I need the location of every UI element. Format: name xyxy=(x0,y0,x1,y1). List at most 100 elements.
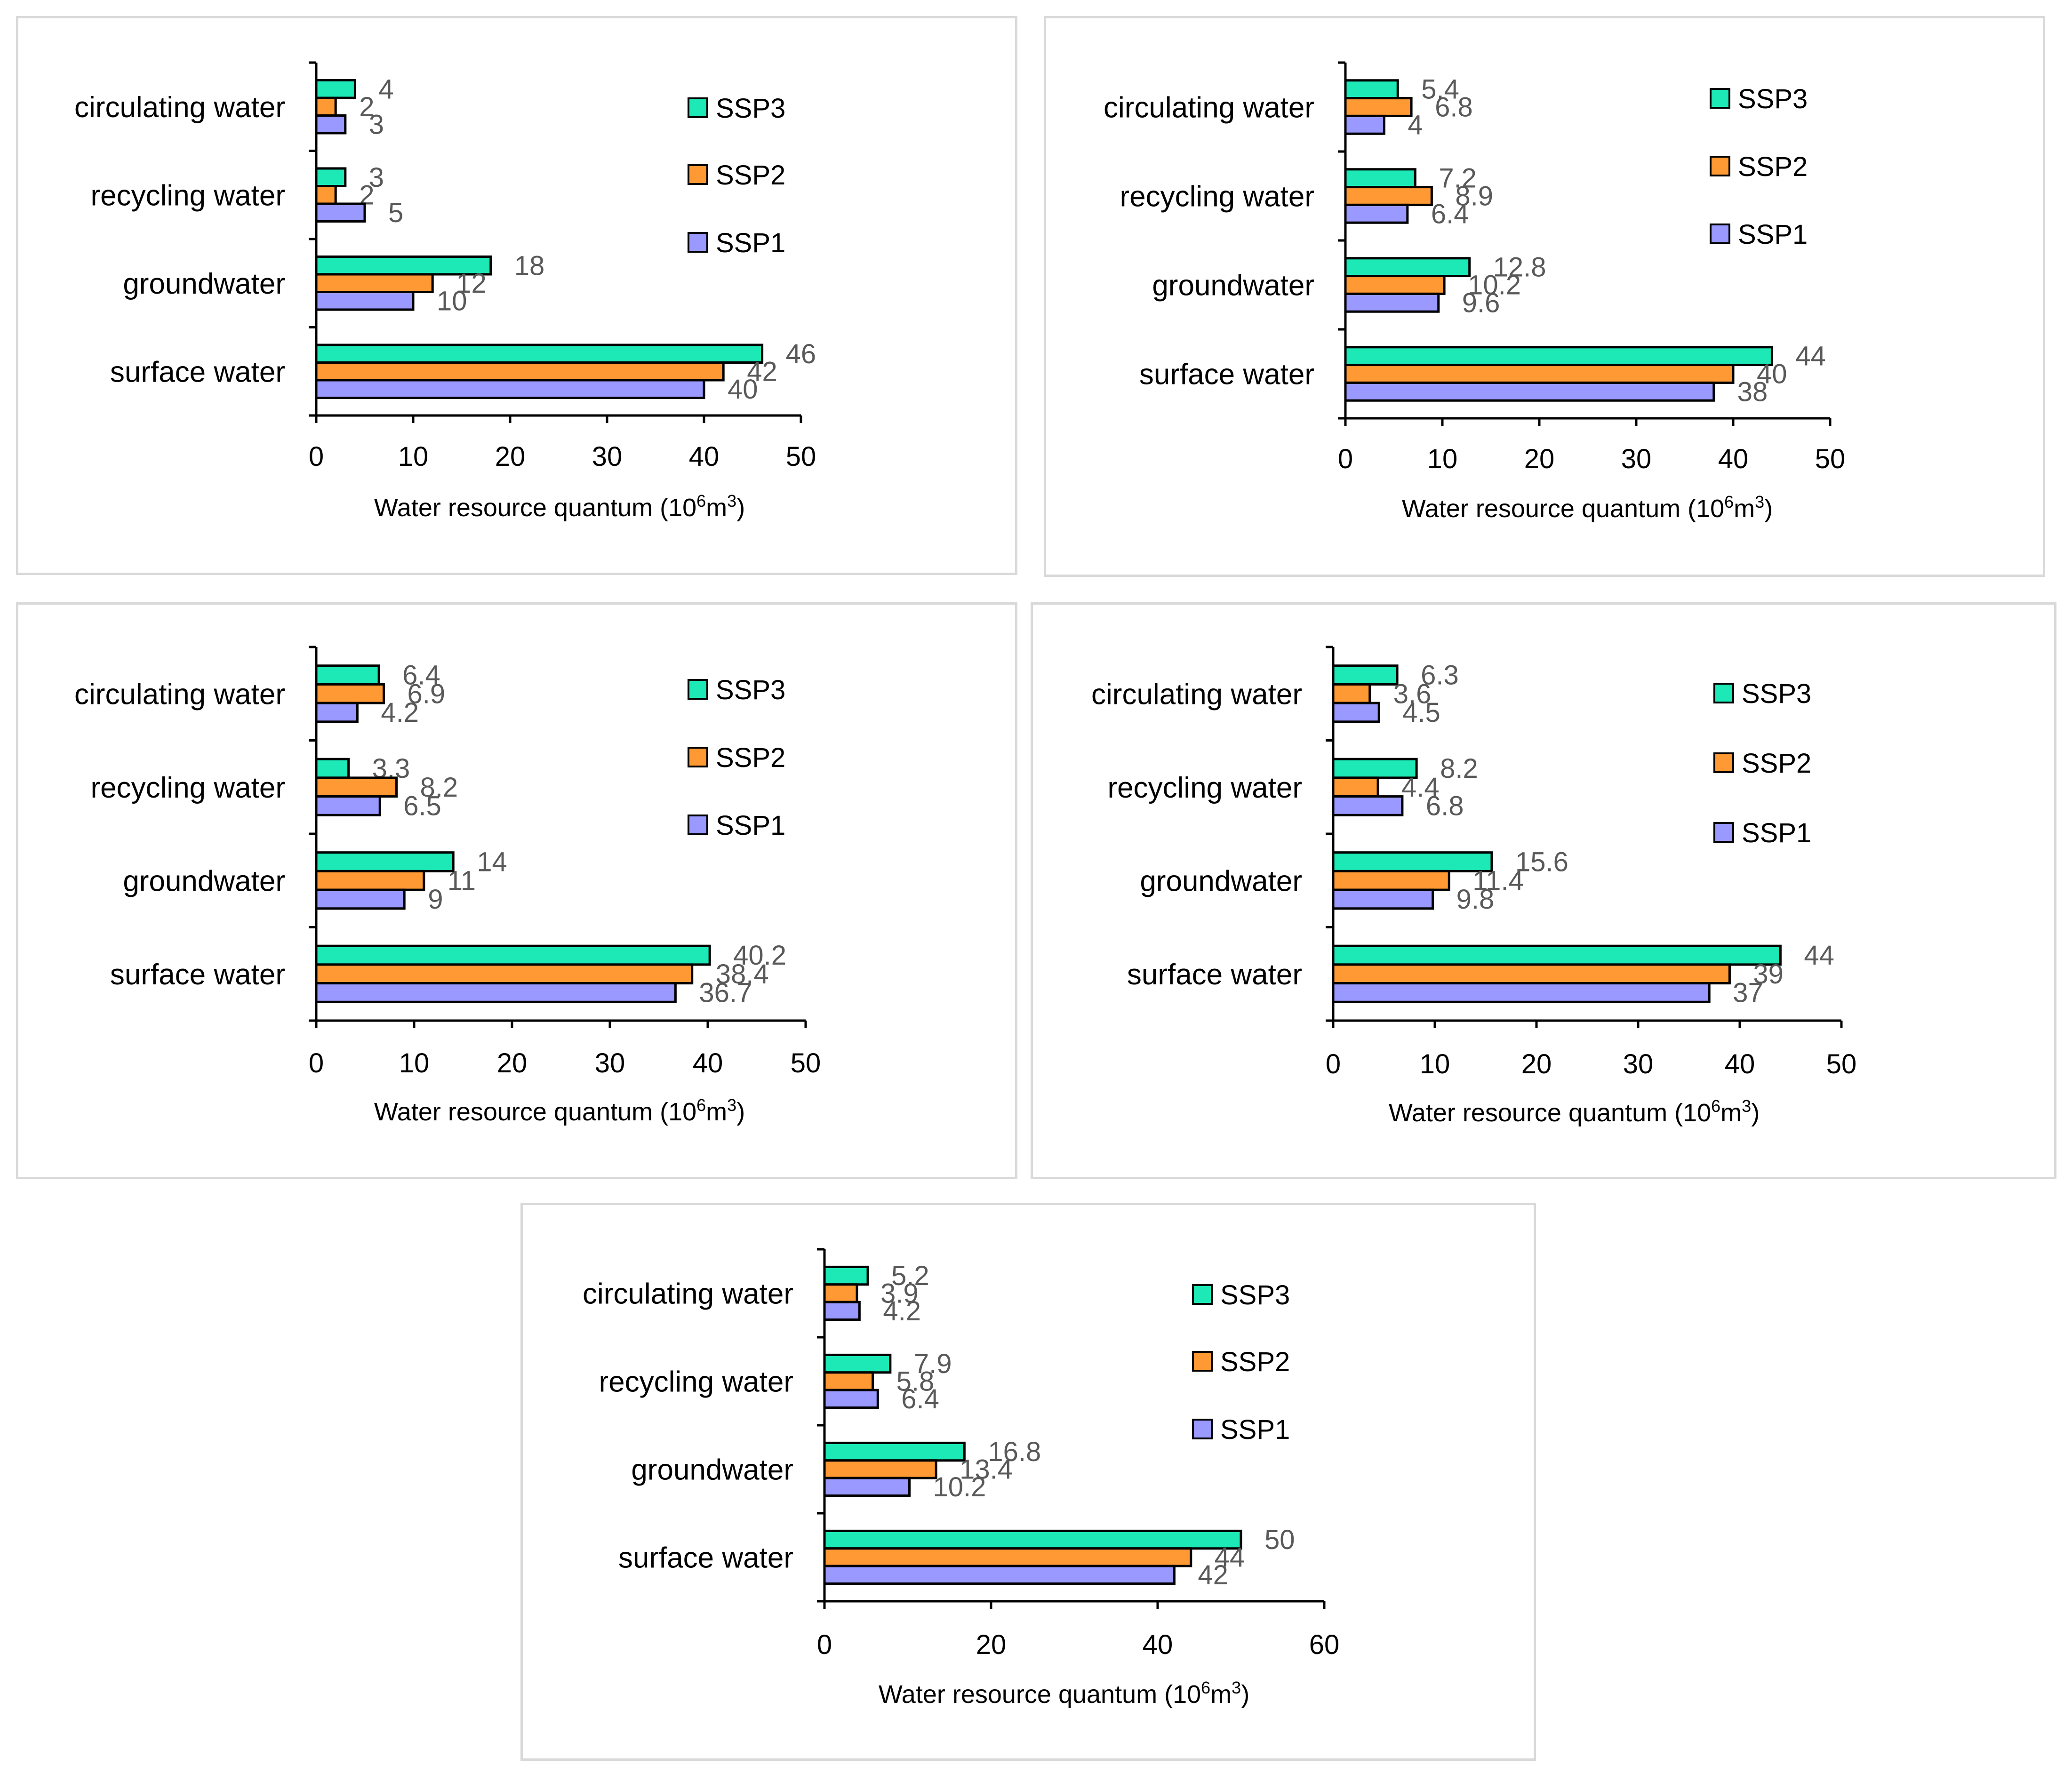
bar-ssp1 xyxy=(315,379,705,399)
axis-title-part: Water resource quantum (10 xyxy=(374,1098,696,1126)
x-tick-label: 0 xyxy=(817,1629,832,1660)
legend-swatch-ssp1 xyxy=(1192,1419,1213,1439)
data-label: 10.2 xyxy=(1468,270,1521,301)
axis-title-part: ) xyxy=(736,494,745,522)
legend-label-ssp1: SSP1 xyxy=(1220,1414,1290,1445)
legend-label-ssp2: SSP2 xyxy=(1738,152,1808,182)
data-label: 4.2 xyxy=(883,1296,921,1326)
data-label: 42 xyxy=(1198,1560,1228,1590)
x-tick-label: 30 xyxy=(1623,1049,1654,1079)
data-label: 11.4 xyxy=(1472,865,1524,896)
category-label: surface water xyxy=(618,1542,793,1574)
x-tick-label: 20 xyxy=(497,1048,528,1078)
axis-title-superscript: 3 xyxy=(1232,1678,1241,1697)
x-tick-label: 20 xyxy=(1524,444,1555,474)
legend-label-ssp2: SSP2 xyxy=(1742,748,1811,779)
bar-ssp2 xyxy=(315,683,385,704)
category-label: circulating water xyxy=(583,1278,793,1310)
category-label: groundwater xyxy=(123,268,285,300)
bar-ssp3 xyxy=(1332,664,1399,686)
data-label: 6.4 xyxy=(1431,199,1469,229)
category-label: recycling water xyxy=(599,1366,793,1398)
axis-title-superscript: 6 xyxy=(1201,1678,1210,1697)
data-label: 37 xyxy=(1733,977,1763,1008)
data-label: 5.2 xyxy=(891,1261,929,1291)
legend-swatch-ssp2 xyxy=(688,747,708,767)
data-label: 42 xyxy=(747,356,777,387)
bar-ssp2 xyxy=(1332,870,1450,891)
data-label: 5.8 xyxy=(896,1366,935,1397)
bar-ssp1 xyxy=(315,291,415,311)
legend-swatch-ssp3 xyxy=(688,679,708,700)
bar-ssp2 xyxy=(1332,963,1731,985)
x-tick-label: 50 xyxy=(1826,1049,1857,1079)
bar-ssp1 xyxy=(1332,795,1404,816)
axis-title-part: m xyxy=(706,1098,727,1126)
bar-ssp1 xyxy=(823,1389,879,1409)
x-tick-label: 10 xyxy=(399,1048,430,1078)
x-axis-title: Water resource quantum (106m3) xyxy=(374,1095,745,1126)
data-label: 14 xyxy=(477,847,507,878)
bar-ssp3 xyxy=(823,1265,869,1286)
axis-title-superscript: 6 xyxy=(1724,492,1734,511)
data-label: 15.6 xyxy=(1515,847,1568,878)
bar-ssp1 xyxy=(315,114,347,135)
bar-ssp3 xyxy=(315,944,711,966)
data-label: 8.9 xyxy=(1455,181,1493,212)
bar-ssp1 xyxy=(315,888,406,910)
category-label: recycling water xyxy=(1120,181,1314,213)
legend-label-ssp3: SSP3 xyxy=(1738,84,1808,114)
bar-ssp3 xyxy=(823,1441,966,1462)
bar-ssp3 xyxy=(1344,257,1471,278)
bar-ssp3 xyxy=(1332,944,1782,966)
category-label: recycling water xyxy=(1108,772,1302,804)
data-label: 39 xyxy=(1753,959,1784,990)
legend-swatch-ssp2 xyxy=(1713,752,1734,773)
bar-ssp1 xyxy=(1332,702,1380,723)
x-tick-label: 0 xyxy=(309,441,324,472)
axis-title-superscript: 3 xyxy=(727,1095,736,1115)
chart-panel-3: 0 10 20 30 40 50 surface water 40.2 38.4 36.7 grou… xyxy=(16,602,1017,1179)
x-tick-label: 20 xyxy=(1521,1049,1552,1079)
chart-panel-4: 0 10 20 30 40 50 surface water 44 39 37 groundwate… xyxy=(1031,602,2056,1179)
axis-title-part: Water resource quantum (10 xyxy=(374,494,696,522)
data-label: 40 xyxy=(728,374,758,405)
bar-ssp2 xyxy=(823,1459,937,1479)
data-label: 6.8 xyxy=(1426,791,1464,821)
data-label: 3 xyxy=(369,109,384,140)
x-tick-label: 0 xyxy=(1326,1049,1341,1079)
x-tick-label: 30 xyxy=(595,1048,625,1078)
data-label: 50 xyxy=(1264,1525,1295,1555)
x-axis-title: Water resource quantum (106m3) xyxy=(374,491,745,522)
category-label: circulating water xyxy=(74,678,285,711)
data-label: 46 xyxy=(786,339,816,369)
axis-title-part: Water resource quantum (10 xyxy=(1389,1099,1711,1127)
bar-ssp1 xyxy=(315,982,677,1003)
bar-ssp1 xyxy=(823,1301,861,1321)
data-label: 5.4 xyxy=(1421,74,1459,105)
x-tick-label: 30 xyxy=(592,441,623,472)
legend-swatch-ssp3 xyxy=(688,97,708,118)
data-label: 6.3 xyxy=(1421,660,1459,691)
category-label: circulating water xyxy=(1104,92,1314,124)
axis-title-part: ) xyxy=(736,1098,745,1126)
bar-ssp2 xyxy=(315,361,725,382)
axis-title-superscript: 6 xyxy=(696,491,706,511)
data-label: 2 xyxy=(359,92,374,122)
x-axis-title: Water resource quantum (106m3) xyxy=(1389,1096,1760,1127)
data-label: 4.5 xyxy=(1402,697,1440,728)
data-label: 9 xyxy=(428,884,443,915)
category-label: surface water xyxy=(110,356,285,388)
axis-title-superscript: 3 xyxy=(727,491,736,511)
category-label: circulating water xyxy=(1091,678,1302,711)
legend-swatch-ssp3 xyxy=(1713,683,1734,703)
axis-title-part: Water resource quantum (10 xyxy=(879,1680,1201,1709)
chart-panel-5: 0 20 40 60 surface water 50 44 42 groundwater 16.… xyxy=(520,1203,1536,1761)
category-label: groundwater xyxy=(1140,865,1302,897)
bar-ssp1 xyxy=(823,1477,911,1497)
bar-ssp2 xyxy=(1344,275,1446,295)
data-label: 4 xyxy=(1408,110,1423,140)
data-label: 4.4 xyxy=(1401,772,1440,803)
